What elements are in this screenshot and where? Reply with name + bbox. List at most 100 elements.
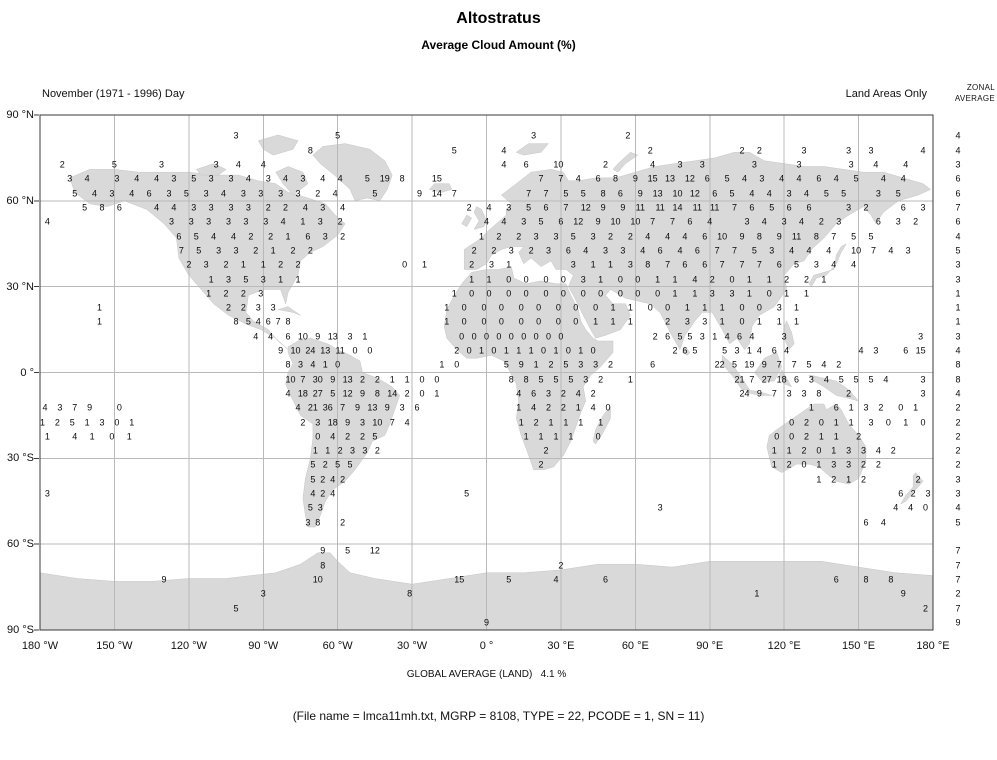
landmass — [754, 352, 782, 382]
grid-value: 3 — [734, 345, 740, 356]
grid-value: 0 — [595, 431, 601, 442]
grid-value: 8 — [863, 574, 869, 585]
grid-value: 2 — [454, 345, 460, 356]
grid-value: 1 — [240, 259, 246, 270]
grid-value: 6 — [531, 388, 537, 399]
grid-value: 0 — [565, 345, 571, 356]
grid-value: 6 — [665, 331, 671, 342]
landmass — [808, 243, 847, 288]
zonal-average-value: 6 — [955, 216, 961, 227]
grid-value: 2 — [340, 474, 346, 485]
grid-value: 7 — [389, 417, 395, 428]
grid-value: 1 — [575, 402, 581, 413]
zonal-average-value: 7 — [955, 545, 961, 556]
grid-value: 1 — [451, 288, 457, 299]
grid-value: 8 — [600, 188, 606, 199]
grid-value: 7 — [756, 259, 762, 270]
grid-value: 2 — [516, 231, 522, 242]
grid-value: 3 — [684, 316, 690, 327]
grid-value: 1 — [548, 417, 554, 428]
grid-value: 2 — [652, 331, 658, 342]
grid-value: 0 — [536, 316, 542, 327]
grid-value: 4 — [920, 145, 926, 156]
grid-value: 0 — [923, 502, 929, 513]
grid-value: 1 — [627, 302, 633, 313]
grid-value: 0 — [590, 345, 596, 356]
grid-value: 4 — [84, 173, 90, 184]
grid-value: 10 — [610, 216, 621, 227]
grid-value: 27 — [761, 374, 772, 385]
grid-value: 7 — [732, 202, 738, 213]
grid-value: 1 — [84, 417, 90, 428]
grid-value: 4 — [330, 474, 336, 485]
grid-value: 1 — [479, 345, 485, 356]
grid-value: 2 — [268, 231, 274, 242]
grid-value: 1 — [39, 417, 45, 428]
x-tick-label: 180 °W — [21, 640, 59, 652]
grid-value: 3 — [233, 245, 239, 256]
zonal-average-value: 2 — [955, 445, 961, 456]
grid-value: 3 — [875, 188, 881, 199]
grid-value: 2 — [603, 159, 609, 170]
grid-value: 4 — [285, 388, 291, 399]
grid-value: 9 — [345, 417, 351, 428]
grid-value: 3 — [545, 388, 552, 399]
grid-value: 0 — [461, 302, 467, 313]
grid-value: 1 — [608, 259, 614, 270]
zonal-average-value: 7 — [955, 560, 961, 571]
grid-value: 2 — [598, 374, 604, 385]
grid-value: 3 — [786, 388, 792, 399]
grid-value: 0 — [598, 288, 604, 299]
grid-value: 2 — [560, 388, 566, 399]
grid-value: 9 — [320, 545, 326, 556]
grid-value: 3 — [260, 588, 266, 599]
grid-value: 8 — [508, 374, 514, 385]
grid-value: 0 — [335, 359, 341, 370]
grid-value: 3 — [920, 388, 926, 399]
grid-value: 5 — [563, 188, 569, 199]
landmass — [473, 206, 487, 230]
grid-value: 0 — [506, 288, 512, 299]
grid-value: 5 — [568, 374, 574, 385]
grid-value: 11 — [635, 202, 645, 213]
grid-value: 1 — [610, 316, 616, 327]
grid-value: 0 — [506, 274, 512, 284]
zonal-header-line2: AVERAGE — [954, 94, 995, 103]
grid-value: 2 — [846, 388, 852, 399]
grid-value: 3 — [245, 202, 251, 213]
axis-ticks — [34, 114, 39, 631]
grid-value: 7 — [178, 245, 184, 256]
grid-value: 4 — [756, 345, 762, 356]
grid-value: 8 — [399, 173, 405, 184]
grid-value: 1 — [848, 402, 854, 413]
landmass — [766, 403, 867, 485]
grid-value: 0 — [635, 274, 641, 284]
grid-value: 1 — [479, 231, 485, 242]
grid-value: 5 — [570, 231, 576, 242]
grid-value: 0 — [898, 402, 904, 413]
landmass — [40, 552, 933, 630]
grid-value: 0 — [816, 445, 822, 456]
grid-value: 2 — [359, 374, 365, 385]
grid-value: 4 — [245, 173, 251, 184]
grid-value: 0 — [647, 302, 653, 313]
grid-value: 1 — [439, 359, 445, 370]
grid-value: 4 — [908, 502, 914, 513]
grid-value: 0 — [617, 274, 623, 284]
grid-value: 4 — [665, 231, 671, 242]
grid-value: 7 — [526, 188, 532, 199]
grid-value: 4 — [707, 216, 713, 227]
grid-value: 0 — [739, 302, 745, 313]
grid-value: 4 — [310, 488, 316, 499]
grid-value: 0 — [518, 302, 524, 313]
grid-value: 7 — [670, 216, 676, 227]
grid-value: 6 — [816, 173, 822, 184]
grid-value: 8 — [285, 316, 291, 327]
grid-value: 4 — [851, 259, 857, 270]
grid-value: 3 — [508, 245, 514, 256]
grid-value: 3 — [603, 245, 609, 256]
grid-value: 5 — [724, 173, 730, 184]
grid-value: 0 — [481, 302, 487, 313]
grid-value: 4 — [330, 488, 336, 499]
grid-value: 3 — [208, 202, 214, 213]
